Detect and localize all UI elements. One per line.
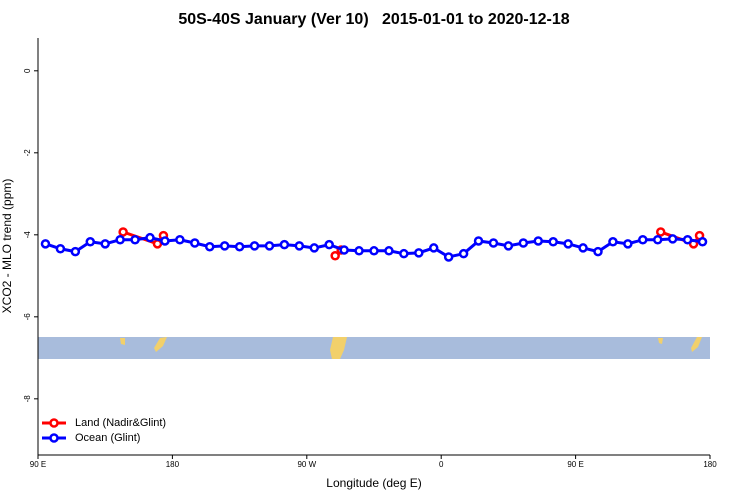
data-point: [85, 237, 96, 247]
data-point: [219, 241, 230, 251]
data-point: [667, 234, 678, 244]
data-point: [518, 238, 529, 248]
y-tick-label: -2: [23, 149, 32, 157]
data-point: [563, 239, 573, 249]
data-point: [655, 227, 666, 237]
data-point: [279, 239, 290, 250]
x-axis-label: Longitude (deg E): [326, 476, 421, 490]
x-tick-label: 90 E: [30, 460, 46, 469]
data-point: [100, 239, 110, 249]
data-point: [473, 236, 484, 246]
data-point: [414, 248, 424, 258]
data-point: [249, 241, 260, 251]
data-point: [55, 244, 66, 254]
data-point: [234, 241, 245, 252]
data-point: [458, 248, 469, 259]
y-axis-label: XCO2 - MLO trend (ppm): [0, 179, 14, 314]
data-point: [354, 246, 364, 256]
data-point: [118, 227, 128, 237]
data-point: [160, 236, 170, 246]
legend-marker: [49, 433, 59, 443]
data-point: [369, 246, 379, 256]
y-tick-label: 0: [23, 68, 32, 73]
y-tick-label: -6: [23, 313, 32, 321]
data-point: [443, 252, 454, 262]
data-point: [330, 250, 340, 261]
data-point: [70, 246, 81, 257]
x-tick-label: 0: [439, 460, 444, 469]
data-point: [130, 234, 140, 245]
land-mask-band: [38, 337, 710, 359]
x-tick-label: 90 E: [567, 460, 583, 469]
legend-label: Land (Nadir&Glint): [75, 417, 166, 429]
data-point: [309, 243, 320, 253]
data-point: [399, 248, 409, 259]
data-point: [533, 236, 544, 246]
chart-title: 50S-40S January (Ver 10) 2015-01-01 to 2…: [178, 11, 569, 28]
data-point: [697, 237, 708, 247]
data-point: [503, 241, 514, 251]
data-point: [682, 234, 693, 245]
data-point: [294, 241, 305, 251]
x-tick-label: 180: [166, 460, 180, 469]
data-point: [623, 239, 633, 249]
legend-label: Ocean (Glint): [75, 432, 140, 444]
x-tick-label: 180: [703, 460, 717, 469]
data-point: [548, 237, 558, 247]
data-point: [175, 234, 185, 245]
data-point: [190, 238, 200, 248]
data-point: [115, 234, 125, 245]
x-tick-label: 90 W: [297, 460, 316, 469]
data-point: [578, 243, 588, 253]
y-tick-label: -8: [23, 395, 32, 403]
y-tick-label: -4: [23, 231, 32, 239]
data-point: [384, 246, 394, 256]
data-point: [638, 234, 648, 245]
data-point: [40, 239, 51, 249]
data-point: [608, 237, 618, 247]
data-point: [324, 239, 334, 250]
data-point: [145, 232, 155, 243]
data-point: [488, 238, 499, 248]
data-point: [652, 234, 663, 245]
legend-marker: [49, 418, 59, 428]
data-point: [593, 246, 603, 257]
data-point: [204, 241, 215, 252]
data-point: [428, 243, 439, 253]
data-point: [264, 241, 275, 251]
data-point: [339, 245, 349, 255]
